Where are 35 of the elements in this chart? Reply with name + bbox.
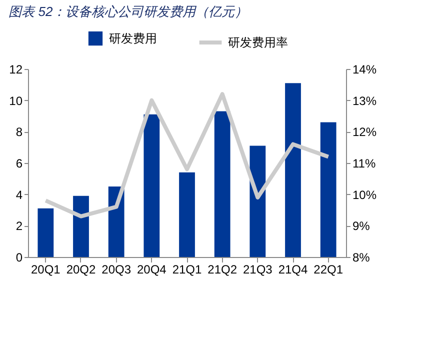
- bar: [250, 146, 266, 257]
- x-tick-label: 21Q3: [242, 262, 273, 276]
- legend-label: 研发费用率: [228, 36, 288, 50]
- line-series: [44, 92, 330, 218]
- chart-title: 图表 52：设备核心公司研发费用（亿元）: [8, 4, 248, 19]
- y-tick-label: 12: [9, 62, 23, 76]
- y-tick-label: 6: [16, 156, 23, 170]
- legend-label: 研发费用: [109, 32, 157, 46]
- x-tick-label: 20Q4: [136, 262, 167, 276]
- x-tick-label: 21Q2: [208, 262, 238, 276]
- bar: [38, 208, 54, 257]
- bar: [285, 83, 301, 257]
- x-tick-label: 21Q1: [172, 262, 202, 276]
- bar: [320, 122, 336, 257]
- y2-tick-label: 10%: [352, 188, 377, 202]
- y-tick-label: 4: [16, 188, 23, 202]
- x-tick-label: 20Q3: [102, 262, 132, 276]
- bar: [73, 196, 89, 257]
- y-tick-label: 2: [16, 219, 23, 234]
- y-tick-label: 8: [16, 125, 23, 140]
- y2-tick-label: 14%: [352, 62, 377, 76]
- y2-tick-label: 13%: [352, 94, 377, 108]
- y-tick-label: 0: [16, 250, 23, 264]
- y-tick-label: 10: [9, 94, 23, 108]
- y2-tick-label: 12%: [352, 125, 377, 140]
- y2-tick-label: 9%: [352, 219, 370, 234]
- bar: [214, 111, 230, 257]
- y2-tick-label: 8%: [352, 250, 370, 264]
- bar: [144, 114, 160, 257]
- x-tick-label: 20Q1: [30, 262, 61, 276]
- x-tick-label: 20Q2: [66, 262, 96, 276]
- y2-tick-label: 11%: [352, 156, 376, 170]
- x-tick-label: 21Q4: [278, 262, 308, 276]
- bar: [179, 172, 195, 257]
- x-tick-label: 22Q1: [314, 262, 344, 276]
